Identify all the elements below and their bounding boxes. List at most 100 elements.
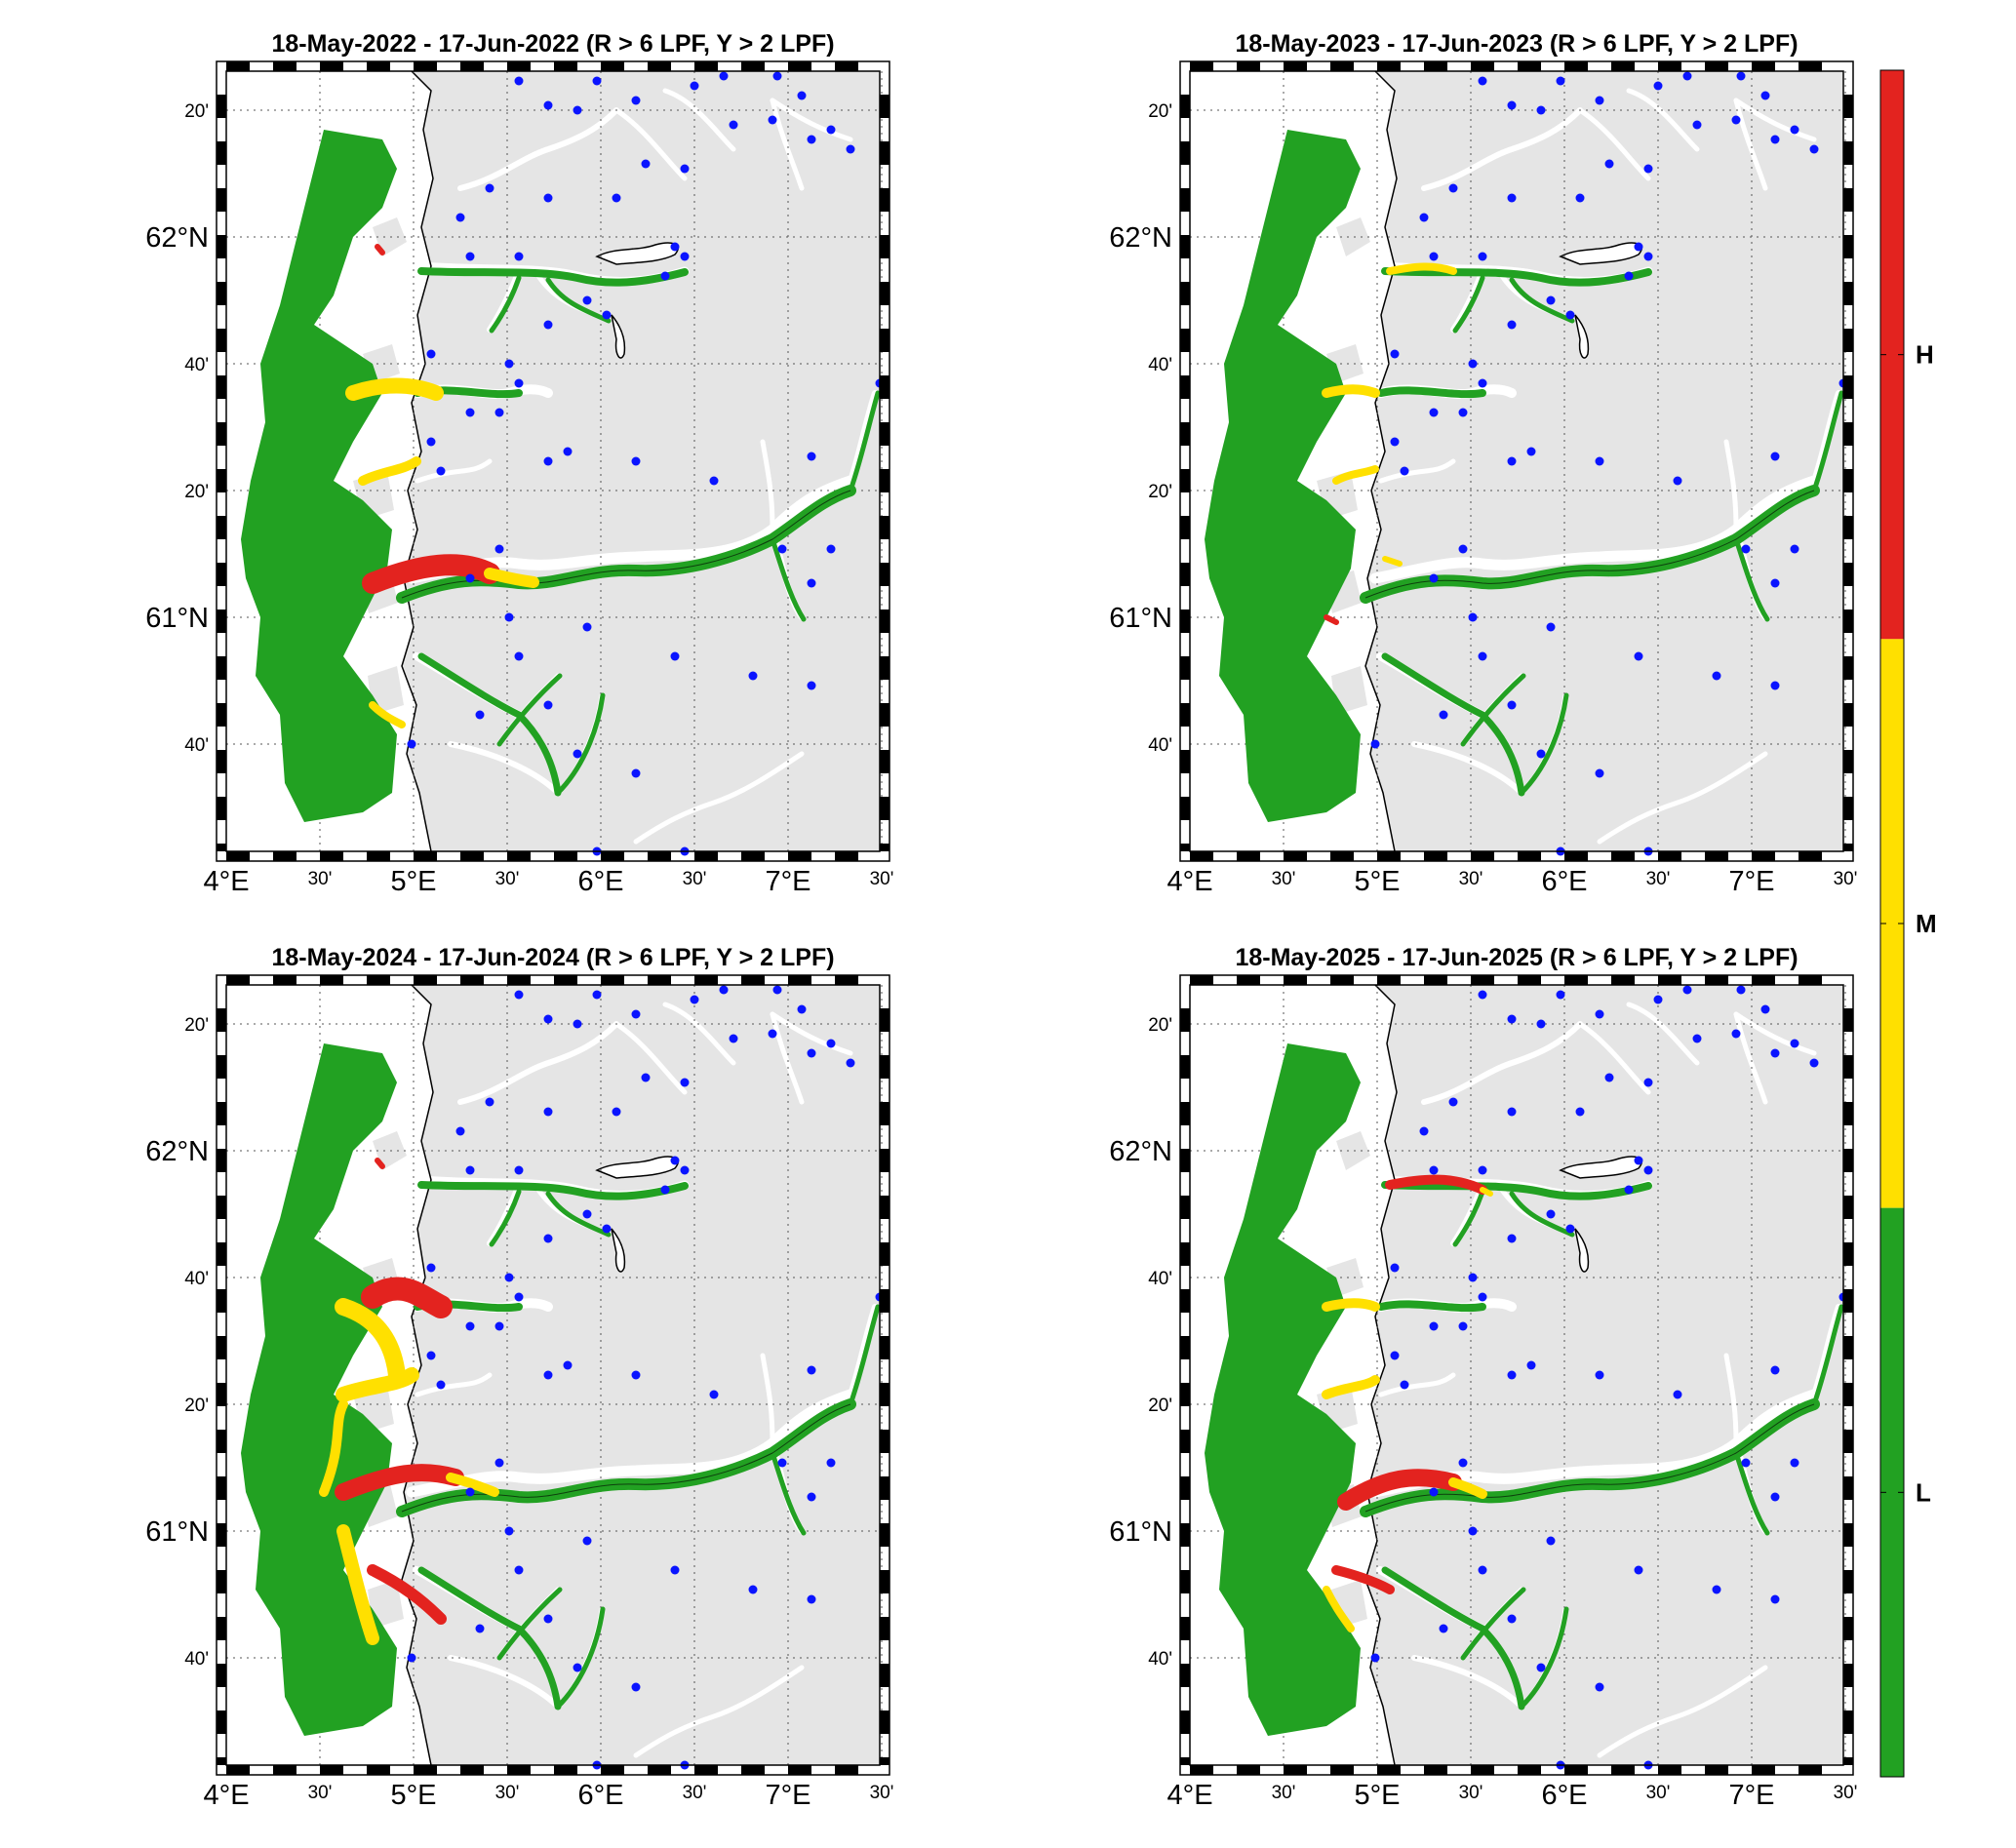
station-dot: [1478, 1565, 1487, 1575]
station-dot: [494, 1458, 504, 1468]
station-dot: [612, 193, 621, 203]
hotspot-yellow: [1448, 1477, 1487, 1499]
lon-label: 30': [870, 869, 894, 889]
lon-label: 4°E: [1166, 1780, 1212, 1811]
station-dot: [1448, 1097, 1458, 1107]
station-dot: [729, 120, 738, 130]
lat-label: 40': [1148, 1649, 1172, 1670]
station-dot: [436, 466, 446, 476]
station-dot: [1809, 144, 1819, 154]
station-dot: [1604, 1073, 1614, 1082]
station-dot: [1419, 1126, 1429, 1136]
station-dot: [426, 349, 436, 359]
lon-label: 30': [1459, 869, 1483, 889]
map-panel-2022: 18-May-2022 - 17-Jun-2022 (R > 6 LPF, Y …: [145, 30, 893, 897]
station-dot: [690, 995, 699, 1004]
production-zone-green: [1205, 130, 1361, 822]
station-dot: [1653, 995, 1663, 1004]
station-dot: [807, 1492, 816, 1502]
station-dot: [1478, 1165, 1487, 1175]
station-dot: [504, 612, 514, 622]
hotspot-yellow: [319, 1399, 348, 1497]
station-dot: [772, 71, 782, 81]
hotspot-red: [362, 554, 500, 594]
station-dot: [680, 1165, 690, 1175]
hotspot-yellow: [1322, 1298, 1380, 1312]
station-dot: [455, 1126, 465, 1136]
station-dot: [660, 1185, 670, 1195]
lon-label: 30': [1646, 869, 1671, 889]
station-dot: [807, 1594, 816, 1604]
hotspot-overlays: [1322, 1174, 1493, 1632]
station-dot: [631, 96, 641, 105]
station-dot: [1595, 1009, 1604, 1019]
station-dot: [1507, 193, 1517, 203]
hotspot-red: [375, 1158, 385, 1169]
station-dot: [777, 544, 787, 554]
station-dot: [485, 183, 494, 193]
lon-label: 30': [308, 1783, 333, 1803]
station-dot: [719, 71, 729, 81]
station-dot: [1468, 359, 1478, 369]
lon-label: 30': [495, 869, 520, 889]
lat-label: 40': [184, 355, 209, 375]
panel-title: 18-May-2022 - 17-Jun-2022 (R > 6 LPF, Y …: [271, 30, 834, 58]
lat-label: 20': [1148, 1396, 1172, 1416]
station-dot: [709, 1390, 719, 1399]
station-dot: [641, 1073, 651, 1082]
hotspot-overlays: [1322, 262, 1457, 625]
map-frame: [1179, 60, 1854, 862]
lat-label: 61°N: [145, 603, 209, 634]
production-zone-green: [241, 1043, 397, 1736]
station-dot: [1390, 349, 1400, 359]
station-dot: [1736, 985, 1746, 995]
station-dot: [465, 1165, 475, 1175]
station-dot: [797, 1004, 807, 1014]
station-dot: [1790, 125, 1799, 135]
station-dot: [1429, 1321, 1439, 1331]
station-dot: [1634, 1565, 1643, 1575]
map-panel-2024: 18-May-2024 - 17-Jun-2024 (R > 6 LPF, Y …: [145, 944, 893, 1811]
station-dot: [846, 1058, 855, 1068]
station-dot: [1770, 452, 1780, 461]
production-zone-green: [1205, 1043, 1361, 1736]
station-dot: [1634, 242, 1643, 252]
station-dot: [1712, 1585, 1721, 1594]
map-panel-2025: 18-May-2025 - 17-Jun-2025 (R > 6 LPF, Y …: [1109, 944, 1857, 1811]
station-dot: [514, 378, 524, 388]
station-dot: [612, 1107, 621, 1117]
station-dot: [543, 456, 553, 466]
station-dot: [592, 76, 602, 86]
hotspot-red: [375, 244, 385, 256]
station-dot: [631, 1682, 641, 1692]
station-dot: [602, 310, 612, 320]
station-dot: [573, 1663, 582, 1672]
lat-label: 40': [184, 1269, 209, 1289]
station-dot: [1478, 651, 1487, 661]
station-dot: [1692, 1034, 1702, 1043]
lat-label: 40': [1148, 735, 1172, 756]
station-dot: [797, 91, 807, 100]
lat-label: 20': [1148, 482, 1172, 502]
stations: [407, 71, 885, 856]
station-dot: [826, 1458, 836, 1468]
station-dot: [631, 1370, 641, 1380]
station-dot: [1624, 271, 1634, 281]
station-dot: [1643, 1165, 1653, 1175]
station-dot: [1770, 681, 1780, 690]
station-dot: [807, 681, 816, 690]
lon-label: 30': [683, 869, 707, 889]
station-dot: [573, 749, 582, 759]
hotspot-yellow: [1382, 556, 1403, 567]
station-dot: [504, 359, 514, 369]
station-dot: [514, 252, 524, 261]
station-dot: [1565, 1224, 1575, 1234]
station-dot: [670, 242, 680, 252]
station-dot: [465, 573, 475, 583]
station-dot: [1419, 213, 1429, 222]
production-zone-green: [241, 130, 397, 822]
station-dot: [1536, 1663, 1546, 1672]
station-dot: [670, 1565, 680, 1575]
station-dot: [670, 651, 680, 661]
station-dot: [1692, 120, 1702, 130]
